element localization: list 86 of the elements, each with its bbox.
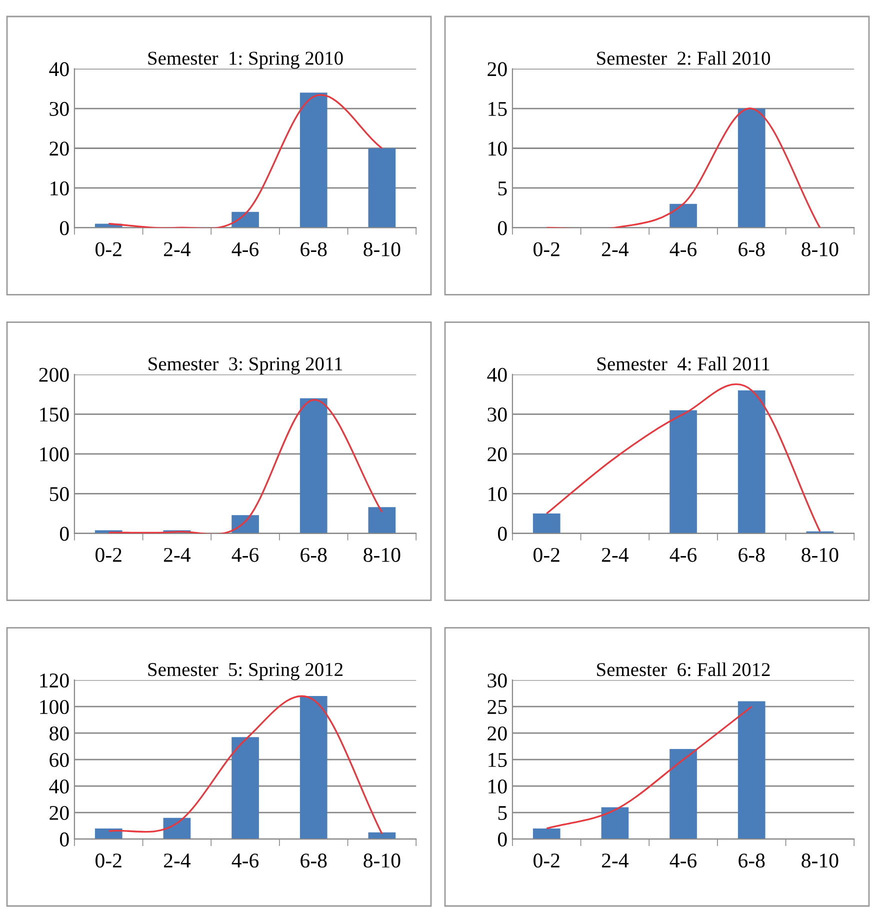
chart-title: Semester 5: Spring 2012	[148, 662, 343, 680]
y-tick-label: 200	[39, 368, 69, 382]
y-tick-label: 40	[49, 62, 69, 76]
y-tick-label: 15	[488, 753, 507, 768]
x-tick-label: 4-6	[232, 854, 259, 868]
x-tick-label: 6-8	[738, 242, 765, 256]
y-tick-label: 80	[50, 726, 69, 741]
y-tick-label: 20	[488, 447, 507, 462]
bar	[670, 410, 697, 534]
y-tick-label: 40	[49, 779, 69, 794]
bar	[368, 507, 396, 534]
chart-title: Semester 4: Fall 2011	[597, 356, 770, 371]
x-tick-label: 2-4	[602, 242, 629, 256]
y-tick-label: 10	[488, 779, 507, 794]
y-tick-label: 5	[498, 806, 507, 820]
x-tick-label: 2-4	[602, 854, 629, 868]
y-tick-label: 150	[40, 408, 69, 422]
y-tick-label: 30	[488, 408, 507, 422]
x-tick-label: 6-8	[738, 854, 765, 868]
chart-title: Semester 1: Spring 2010	[148, 52, 343, 69]
bar	[738, 390, 766, 534]
bar	[738, 701, 766, 840]
y-tick-label: 0	[498, 221, 507, 236]
line-series	[108, 399, 383, 534]
y-tick-label: 40	[487, 368, 507, 382]
y-tick-label: 60	[50, 752, 69, 768]
chart-title: Semester 6: Fall 2012	[597, 662, 770, 676]
chart-title: Semester 3: Spring 2011	[148, 357, 342, 374]
bar	[368, 148, 396, 228]
x-tick-label: 0-2	[534, 854, 560, 868]
line-series	[546, 706, 752, 830]
x-tick-label: 8-10	[364, 854, 400, 868]
bar	[232, 515, 259, 534]
y-tick-label: 10	[50, 181, 69, 196]
bar	[532, 514, 560, 534]
x-tick-label: 4-6	[670, 242, 697, 256]
bar	[532, 828, 560, 840]
y-tick-label: 25	[488, 700, 507, 714]
x-tick-label: 6-8	[300, 548, 327, 562]
x-tick-label: 6-8	[300, 854, 327, 868]
x-tick-label: 0-2	[96, 854, 122, 868]
x-tick-label: 8-10	[802, 854, 838, 868]
x-tick-label: 0-2	[534, 548, 560, 562]
y-tick-label: 0	[60, 221, 69, 236]
y-tick-label: 30	[50, 102, 69, 116]
y-tick-label: 120	[40, 673, 69, 688]
bar	[232, 737, 259, 840]
x-tick-label: 2-4	[164, 854, 191, 868]
y-tick-label: 20	[488, 726, 507, 741]
x-tick-label: 8-10	[802, 548, 838, 562]
bar	[300, 398, 328, 534]
bar	[300, 92, 328, 228]
x-tick-label: 6-8	[738, 548, 765, 562]
y-tick-label: 100	[40, 447, 69, 462]
chart-title: Semester 2: Fall 2010	[597, 51, 770, 65]
y-tick-label: 100	[40, 700, 69, 714]
y-tick-label: 20	[50, 142, 69, 156]
x-tick-label: 2-4	[164, 242, 191, 256]
x-tick-label: 0-2	[96, 548, 122, 562]
y-tick-label: 10	[488, 487, 507, 502]
y-tick-label: 30	[488, 673, 507, 688]
y-tick-label: 50	[50, 487, 69, 502]
bar	[670, 748, 697, 840]
bar	[601, 807, 629, 840]
y-tick-label: 0	[60, 526, 69, 541]
y-tick-label: 5	[498, 182, 507, 196]
x-tick-label: 8-10	[802, 242, 838, 256]
x-tick-label: 2-4	[602, 548, 629, 562]
x-tick-label: 8-10	[364, 548, 400, 562]
y-tick-label: 0	[60, 832, 69, 846]
x-tick-label: 4-6	[670, 548, 697, 562]
x-tick-label: 8-10	[364, 242, 400, 256]
y-tick-label: 0	[498, 526, 507, 541]
y-tick-label: 20	[50, 806, 69, 820]
x-tick-label: 6-8	[300, 242, 327, 256]
x-tick-label: 4-6	[232, 548, 259, 562]
x-tick-label: 4-6	[670, 854, 697, 868]
y-tick-label: 10	[488, 142, 507, 156]
x-tick-label: 2-4	[164, 548, 191, 562]
bar	[300, 696, 328, 840]
x-tick-label: 0-2	[534, 242, 560, 256]
y-tick-label: 0	[498, 832, 507, 846]
x-tick-label: 0-2	[96, 242, 122, 256]
x-tick-label: 4-6	[232, 242, 259, 256]
y-tick-label: 20	[488, 62, 507, 76]
y-tick-label: 15	[488, 102, 507, 116]
